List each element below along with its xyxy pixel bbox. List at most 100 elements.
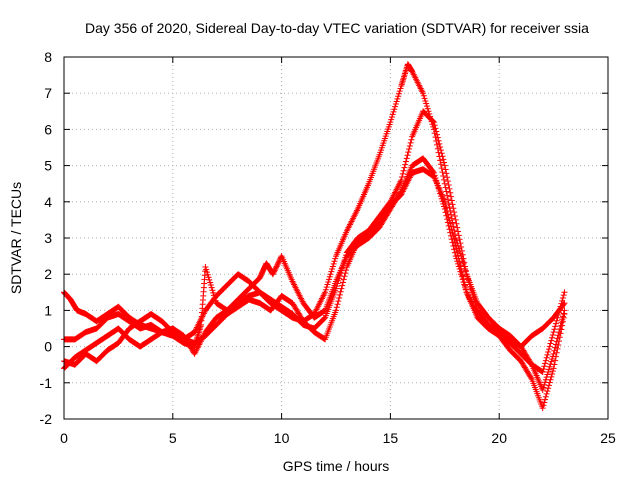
data-point [398,177,405,184]
data-point [539,368,546,375]
data-point-interp [453,220,460,227]
data-point-interp [458,269,465,276]
data-point-interp [438,150,445,157]
data-point-interp [469,289,475,296]
data-point-interp [547,376,554,383]
data-point-interp [404,152,411,159]
data-point [420,90,427,97]
data-point-interp [451,213,458,220]
data-point-interp [400,167,407,174]
data-point-interp [389,111,396,118]
data-point-interp [445,181,452,188]
data-point [430,119,437,126]
data-point-interp [559,294,566,301]
data-point-interp [543,390,550,397]
data-point-interp [541,363,548,370]
x-tick-label: 25 [600,430,616,446]
data-point-interp [405,149,412,156]
data-point-interp [549,356,556,363]
data-point-interp [552,320,559,327]
data-point-interp [462,282,469,289]
data-point-interp [446,185,453,192]
data-point-interp [540,384,547,391]
data-point-interp [553,317,560,324]
data-point-interp [392,103,399,110]
data-point-interp [420,92,427,99]
data-point-interp [462,263,469,270]
data-point-interp [544,351,551,358]
data-point-interp [203,266,210,273]
data-point-interp [407,139,414,146]
data-point-interp [540,402,547,409]
data-point-interp [327,271,334,278]
data-point-interp [445,214,452,221]
data-point-interp [540,366,547,373]
series-trace-4 [61,166,568,412]
data-point-interp [322,286,329,293]
data-point-interp [445,200,452,207]
data-point-interp [548,337,555,344]
data-point [561,311,568,318]
data-point-interp [545,382,552,389]
data-point-interp [557,330,564,337]
data-point-interp [546,363,553,370]
data-point-interp [336,272,343,279]
data-point-interp [448,226,455,233]
data-point-interp [448,223,455,230]
data-point-interp [447,220,454,227]
data-point-interp [545,349,552,356]
x-tick-label: 15 [383,430,399,446]
data-point-interp [337,288,344,295]
data-point-interp [440,156,447,163]
data-point-interp [333,304,340,311]
data-point-interp [454,248,461,255]
data-point-interp [330,260,337,267]
data-point-interp [343,252,350,259]
data-point-interp [450,232,457,239]
data-point-interp [444,196,451,203]
data-point-interp [339,264,346,271]
data-point-interp [447,189,454,196]
data-point-interp [204,271,211,278]
data-point-interp [208,284,215,291]
data-point-interp [323,284,330,291]
data-point-interp [442,166,449,173]
data-point [441,162,448,169]
data-point-interp [210,292,217,299]
data-point-interp [542,360,549,367]
data-point-interp [406,146,413,153]
data-point-interp [403,155,410,162]
data-point-interp [399,173,406,180]
data-point-interp [273,263,280,270]
data-point-interp [457,262,464,269]
y-tick-label: 3 [44,230,52,246]
data-point-interp [399,170,406,177]
data-point-interp [270,269,277,276]
data-point [387,119,394,126]
data-point-interp [275,259,282,266]
data-point-interp [545,346,552,353]
data-point-interp [560,292,567,299]
data-point-interp [457,240,464,247]
data-point-interp [334,301,341,308]
data-point-interp [460,275,467,282]
data-point-interp [543,354,550,361]
data-point-interp [466,281,473,288]
data-point-interp [406,142,413,149]
data-point-interp [391,106,398,113]
data-point-interp [444,178,451,185]
data-point-interp [451,209,458,216]
data-point-interp [549,331,556,338]
data-point-interp [459,272,466,279]
data-point-interp [339,279,346,286]
data-points [61,61,568,412]
data-point-interp [433,128,440,135]
data-point-interp [446,217,453,224]
data-point-interp [442,184,449,191]
data-point-interp [326,273,333,280]
data-point-interp [455,252,462,259]
data-point [550,365,557,372]
data-point-interp [341,257,348,264]
data-point-interp [392,101,399,108]
data-point-interp [444,192,451,199]
